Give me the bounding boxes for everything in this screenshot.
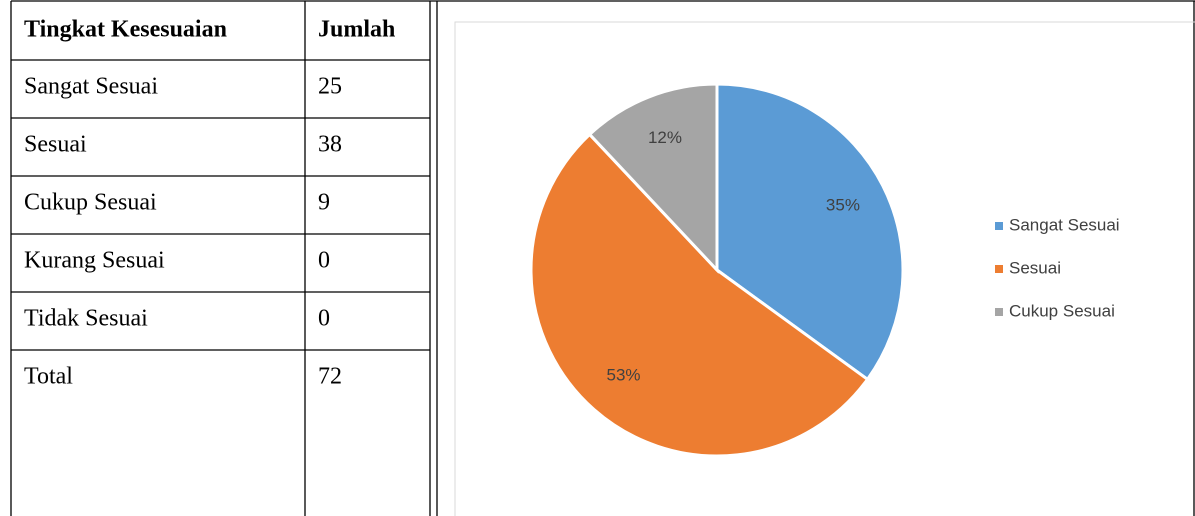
legend-swatch [995,308,1003,316]
legend-swatch [995,222,1003,230]
legend-swatch [995,265,1003,273]
cell: Total [24,364,73,390]
data-label: 35% [826,195,860,214]
legend-label: Sesuai [1009,258,1061,277]
cell: Tidak Sesuai [24,306,148,332]
pie-slice [587,82,719,274]
cell: Sangat Sesuai [24,74,158,100]
data-label: 53% [607,366,641,385]
pie-slice [529,132,870,458]
legend-label: Cukup Sesuai [1009,301,1115,320]
chart-frame [454,21,1195,516]
cell: Sesuai [24,132,87,158]
legend-label: Sangat Sesuai [1009,215,1120,234]
table-borders [10,0,1195,516]
data-label: 12% [648,128,682,147]
cell: 9 [318,190,330,216]
cell: 25 [318,74,342,100]
cell: Cukup Sesuai [24,190,157,216]
header-cell: Tingkat Kesesuaian [24,17,227,43]
pie-slice [715,82,905,382]
cell: 0 [318,306,330,332]
header-cell: Jumlah [318,17,395,43]
cell: 38 [318,132,342,158]
cell: 0 [318,248,330,274]
cell: 72 [318,364,342,390]
cell: Kurang Sesuai [24,248,165,274]
